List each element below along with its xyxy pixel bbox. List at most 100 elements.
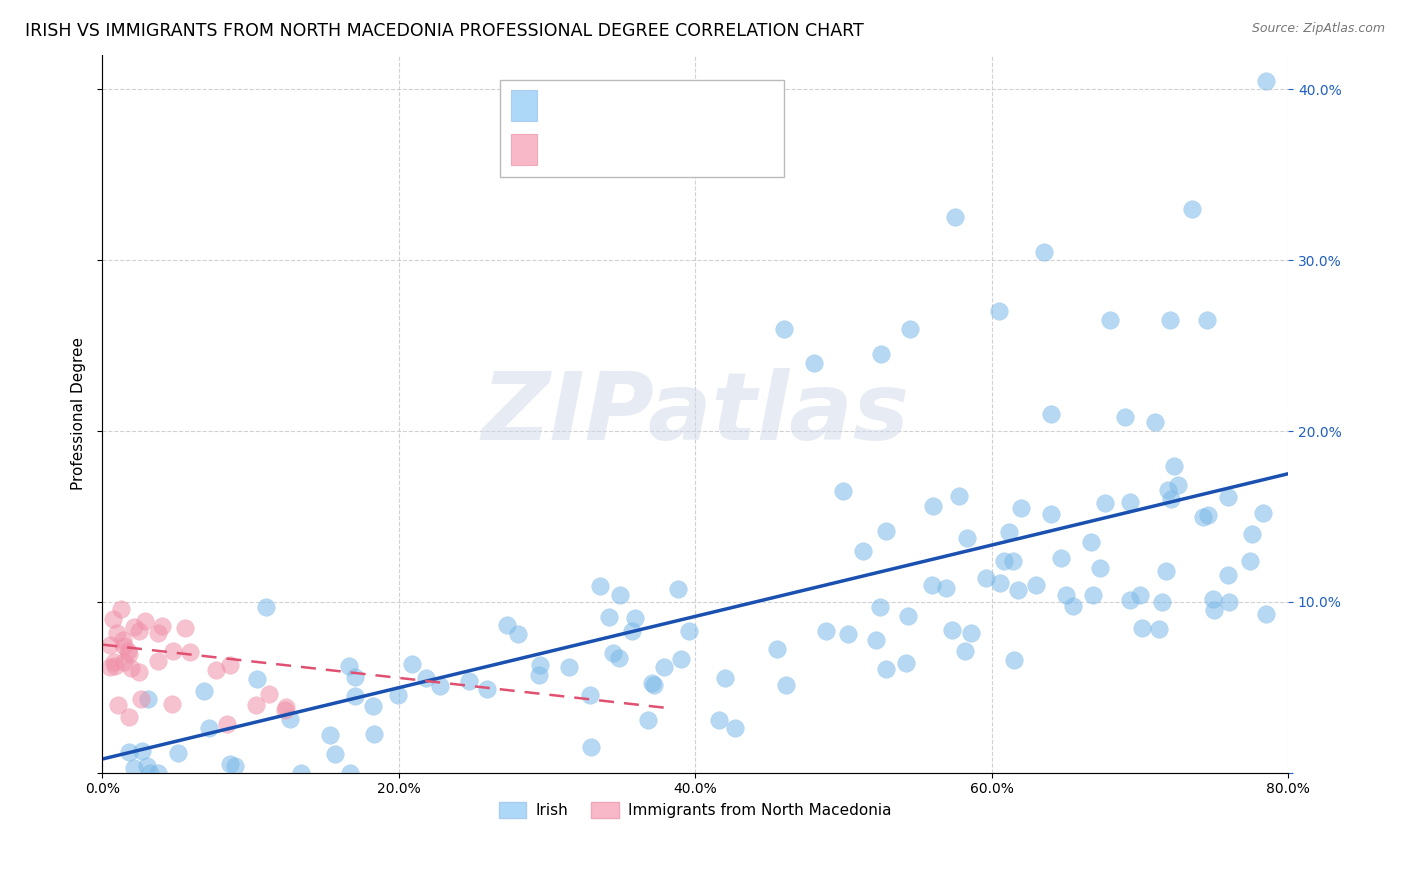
Point	[103, 655, 125, 669]
Point	[198, 721, 221, 735]
Point	[193, 683, 215, 698]
Point	[666, 582, 689, 596]
Point	[1147, 622, 1170, 636]
Point	[139, 765, 162, 780]
Point	[166, 746, 188, 760]
Point	[120, 661, 142, 675]
Point	[1239, 554, 1261, 568]
Point	[852, 544, 875, 558]
Point	[837, 627, 859, 641]
Point	[107, 698, 129, 713]
Point	[714, 671, 737, 685]
Point	[257, 687, 280, 701]
Point	[217, 717, 239, 731]
Point	[111, 632, 134, 647]
Point	[162, 643, 184, 657]
Point	[1218, 595, 1240, 609]
Point	[669, 652, 692, 666]
Point	[245, 698, 267, 713]
Point	[775, 677, 797, 691]
Point	[869, 599, 891, 614]
Point	[948, 489, 970, 503]
Point	[875, 662, 897, 676]
Point	[1050, 551, 1073, 566]
Point	[1032, 244, 1054, 259]
Point	[935, 581, 957, 595]
Point	[325, 747, 347, 761]
Point	[1025, 578, 1047, 592]
Point	[1129, 588, 1152, 602]
Point	[254, 599, 277, 614]
Text: ZIPatlas: ZIPatlas	[481, 368, 910, 460]
Point	[1181, 202, 1204, 216]
Point	[1002, 653, 1025, 667]
Point	[219, 658, 242, 673]
Point	[290, 765, 312, 780]
Point	[496, 617, 519, 632]
Point	[1080, 535, 1102, 549]
Point	[138, 691, 160, 706]
Y-axis label: Professional Degree: Professional Degree	[72, 337, 86, 491]
Point	[110, 602, 132, 616]
Point	[897, 608, 920, 623]
Point	[955, 531, 977, 545]
Point	[1163, 458, 1185, 473]
Point	[898, 321, 921, 335]
Point	[1160, 492, 1182, 507]
Point	[921, 499, 943, 513]
Point	[643, 677, 665, 691]
Point	[723, 721, 745, 735]
Point	[475, 682, 498, 697]
Point	[974, 571, 997, 585]
Point	[1119, 495, 1142, 509]
Point	[1081, 588, 1104, 602]
Point	[1088, 561, 1111, 575]
Point	[1195, 313, 1218, 327]
Point	[875, 524, 897, 539]
Point	[131, 744, 153, 758]
Point	[129, 692, 152, 706]
Point	[641, 676, 664, 690]
Point	[1099, 313, 1122, 327]
Point	[960, 626, 983, 640]
Point	[1007, 582, 1029, 597]
Point	[1167, 477, 1189, 491]
Point	[273, 703, 295, 717]
Point	[1256, 607, 1278, 621]
Point	[1114, 410, 1136, 425]
Point	[150, 619, 173, 633]
Point	[387, 688, 409, 702]
Point	[1119, 593, 1142, 607]
Point	[401, 657, 423, 671]
Point	[993, 554, 1015, 568]
Point	[652, 659, 675, 673]
Point	[148, 765, 170, 780]
Point	[98, 638, 121, 652]
Point	[1130, 621, 1153, 635]
Point	[869, 347, 891, 361]
Point	[578, 688, 600, 702]
Point	[118, 647, 141, 661]
Point	[678, 624, 700, 639]
Point	[609, 650, 631, 665]
Point	[953, 644, 976, 658]
Point	[363, 727, 385, 741]
Point	[1216, 490, 1239, 504]
Point	[105, 625, 128, 640]
Point	[1094, 496, 1116, 510]
Point	[1063, 599, 1085, 614]
Point	[101, 612, 124, 626]
Point	[1202, 603, 1225, 617]
Point	[205, 663, 228, 677]
Point	[865, 633, 887, 648]
Point	[117, 710, 139, 724]
Point	[98, 660, 121, 674]
Point	[602, 646, 624, 660]
Point	[1159, 313, 1181, 327]
Point	[773, 321, 796, 335]
Point	[179, 645, 201, 659]
Point	[1143, 416, 1166, 430]
Point	[1157, 483, 1180, 497]
Point	[529, 668, 551, 682]
Point	[941, 623, 963, 637]
